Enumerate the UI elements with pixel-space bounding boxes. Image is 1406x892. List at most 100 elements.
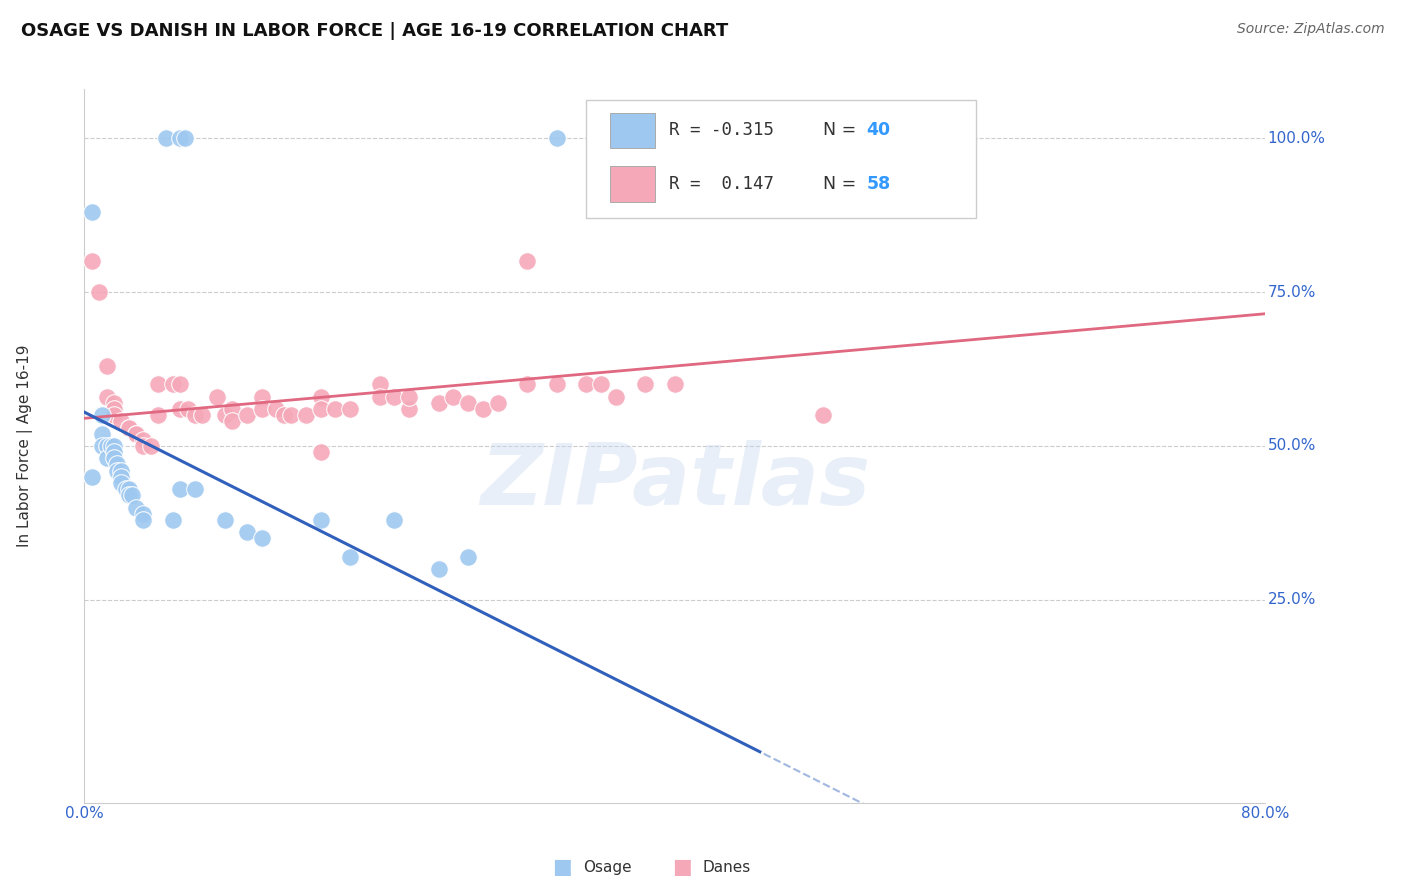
Point	[148, 377, 170, 392]
Point	[221, 414, 243, 428]
Point	[125, 500, 148, 515]
Point	[184, 409, 207, 423]
Point	[309, 513, 332, 527]
Point	[96, 439, 118, 453]
Point	[368, 390, 391, 404]
Point	[398, 402, 420, 417]
Point	[382, 513, 406, 527]
Point	[398, 390, 420, 404]
Bar	[610, 112, 655, 148]
Point	[110, 469, 132, 483]
Point	[103, 409, 125, 423]
Point	[664, 377, 686, 392]
Point	[103, 402, 125, 417]
Text: In Labor Force | Age 16-19: In Labor Force | Age 16-19	[17, 344, 34, 548]
Point	[118, 420, 141, 434]
Point	[169, 131, 191, 145]
Point	[441, 390, 464, 404]
Point	[457, 396, 479, 410]
Text: 40: 40	[866, 121, 890, 139]
Point	[173, 131, 195, 145]
Point	[546, 131, 568, 145]
Point	[91, 439, 114, 453]
Point	[118, 420, 141, 434]
Point	[96, 359, 118, 373]
Point	[103, 445, 125, 459]
Point	[132, 513, 155, 527]
Text: OSAGE VS DANISH IN LABOR FORCE | AGE 16-19 CORRELATION CHART: OSAGE VS DANISH IN LABOR FORCE | AGE 16-…	[21, 22, 728, 40]
Point	[591, 377, 613, 392]
Text: R = -0.315: R = -0.315	[669, 121, 773, 139]
Point	[177, 402, 200, 417]
Point	[80, 469, 103, 483]
Point	[214, 513, 236, 527]
Point	[125, 426, 148, 441]
Point	[339, 549, 361, 564]
Point	[457, 549, 479, 564]
Point	[250, 402, 273, 417]
Text: 80.0%: 80.0%	[1241, 805, 1289, 821]
Point	[205, 390, 228, 404]
Point	[309, 390, 332, 404]
Point	[280, 409, 302, 423]
Text: Osage: Osage	[583, 860, 633, 874]
Text: Source: ZipAtlas.com: Source: ZipAtlas.com	[1237, 22, 1385, 37]
Point	[693, 131, 716, 145]
Text: 50.0%: 50.0%	[1268, 439, 1316, 453]
Point	[118, 482, 141, 496]
Point	[169, 402, 191, 417]
Point	[368, 377, 391, 392]
Point	[96, 451, 118, 466]
Point	[148, 409, 170, 423]
Point	[132, 439, 155, 453]
Point	[80, 254, 103, 268]
Point	[575, 377, 598, 392]
Text: N =: N =	[823, 175, 862, 193]
Point	[309, 402, 332, 417]
Point	[191, 409, 214, 423]
Point	[323, 402, 347, 417]
Point	[121, 488, 143, 502]
Point	[87, 285, 111, 300]
Point	[184, 482, 207, 496]
Text: 0.0%: 0.0%	[65, 805, 104, 821]
Text: N =: N =	[823, 121, 862, 139]
Point	[486, 396, 509, 410]
Point	[273, 409, 295, 423]
Point	[103, 439, 125, 453]
Point	[162, 377, 184, 392]
Point	[516, 377, 538, 392]
Text: 25.0%: 25.0%	[1268, 592, 1316, 607]
Point	[155, 131, 177, 145]
Point	[105, 458, 128, 472]
Text: R =  0.147: R = 0.147	[669, 175, 773, 193]
Point	[139, 439, 162, 453]
Point	[169, 377, 191, 392]
Point	[235, 525, 259, 540]
Point	[162, 513, 184, 527]
Point	[105, 464, 128, 478]
Point	[103, 451, 125, 466]
Point	[91, 426, 114, 441]
Point	[118, 488, 141, 502]
Point	[91, 409, 114, 423]
Point	[132, 507, 155, 521]
Point	[80, 205, 103, 219]
Text: ■: ■	[553, 857, 572, 877]
Point	[214, 409, 236, 423]
Point	[811, 409, 834, 423]
Point	[634, 131, 657, 145]
Point	[339, 402, 361, 417]
Text: 100.0%: 100.0%	[1268, 131, 1326, 146]
Text: ■: ■	[672, 857, 692, 877]
Point	[169, 482, 191, 496]
Point	[382, 390, 406, 404]
Text: Danes: Danes	[703, 860, 751, 874]
Point	[605, 390, 627, 404]
Point	[472, 402, 495, 417]
Point	[235, 409, 259, 423]
Point	[516, 254, 538, 268]
Point	[110, 464, 132, 478]
Point	[125, 426, 148, 441]
Point	[427, 396, 450, 410]
